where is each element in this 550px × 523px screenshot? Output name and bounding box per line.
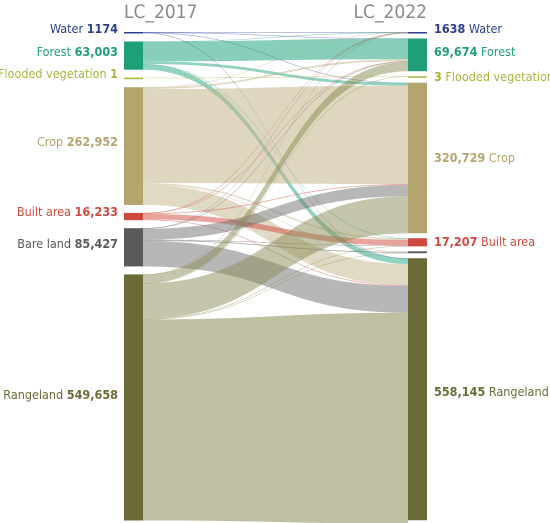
flow-range-to-range [143, 312, 408, 523]
target-node-flooded [408, 76, 427, 78]
flow-range-to-forest [143, 62, 408, 284]
flow-forest-to-water [143, 32, 408, 43]
flow-built-to-forest [143, 61, 408, 214]
flow-bare-to-forest [143, 61, 408, 229]
flow-range-to-flooded [143, 76, 408, 284]
flow-links [143, 32, 408, 523]
source-node-range [124, 274, 143, 521]
node-labels: Water 1174 Forest 63,003 Flooded vegetatio… [0, 21, 550, 402]
source-node-bare [124, 228, 143, 267]
target-column-title: LC_2022 [354, 1, 428, 23]
flow-bare-to-water [143, 32, 408, 229]
source-node-water [124, 32, 143, 34]
source-node-crop [124, 87, 143, 205]
source-label-flooded: Flooded vegetation 1 [0, 66, 118, 81]
flow-range-to-bare [143, 252, 408, 320]
flow-bare-to-crop [143, 184, 408, 240]
target-node-range [408, 258, 427, 521]
target-node-water [408, 32, 427, 34]
source-label-range: Rangeland 549,658 [3, 387, 118, 402]
target-node-built [408, 238, 427, 247]
flow-crop-to-crop [143, 85, 408, 185]
flow-water-to-water [143, 32, 408, 33]
flow-flooded-to-flooded [143, 76, 408, 79]
flow-water-to-forest [143, 32, 408, 40]
target-node-bare [408, 251, 427, 254]
source-label-forest: Forest 63,003 [37, 44, 118, 59]
target-label-crop: 320,729 Crop [434, 150, 515, 165]
target-label-water: 1638 Water [434, 21, 502, 36]
source-label-built: Built area 16,233 [17, 204, 118, 219]
target-label-built: 17,207 Built area [434, 234, 535, 249]
flow-crop-to-bare [143, 184, 408, 252]
flow-built-to-water [143, 32, 408, 214]
source-column-title: LC_2017 [124, 1, 198, 23]
target-label-forest: 69,674 Forest [434, 44, 516, 59]
target-label-range: 558,145 Rangeland [434, 384, 549, 399]
flow-crop-to-forest [143, 59, 408, 90]
source-label-water: Water 1174 [50, 21, 118, 36]
flow-crop-to-water [143, 32, 408, 88]
flow-built-to-crop [143, 184, 408, 215]
flow-forest-to-forest [143, 38, 408, 62]
source-node-built [124, 212, 143, 221]
flow-range-to-water [143, 32, 408, 276]
source-node-flooded [124, 77, 143, 80]
source-node-forest [124, 41, 143, 70]
flow-range-to-crop [143, 196, 408, 319]
target-label-flooded: 3 Flooded vegetation [434, 69, 550, 84]
node-bars [124, 32, 427, 521]
target-node-forest [408, 38, 427, 72]
source-label-bare: Bare land 85,427 [17, 236, 118, 251]
target-node-crop [408, 82, 427, 234]
flow-range-to-built [143, 245, 408, 320]
source-label-crop: Crop 262,952 [37, 134, 118, 149]
